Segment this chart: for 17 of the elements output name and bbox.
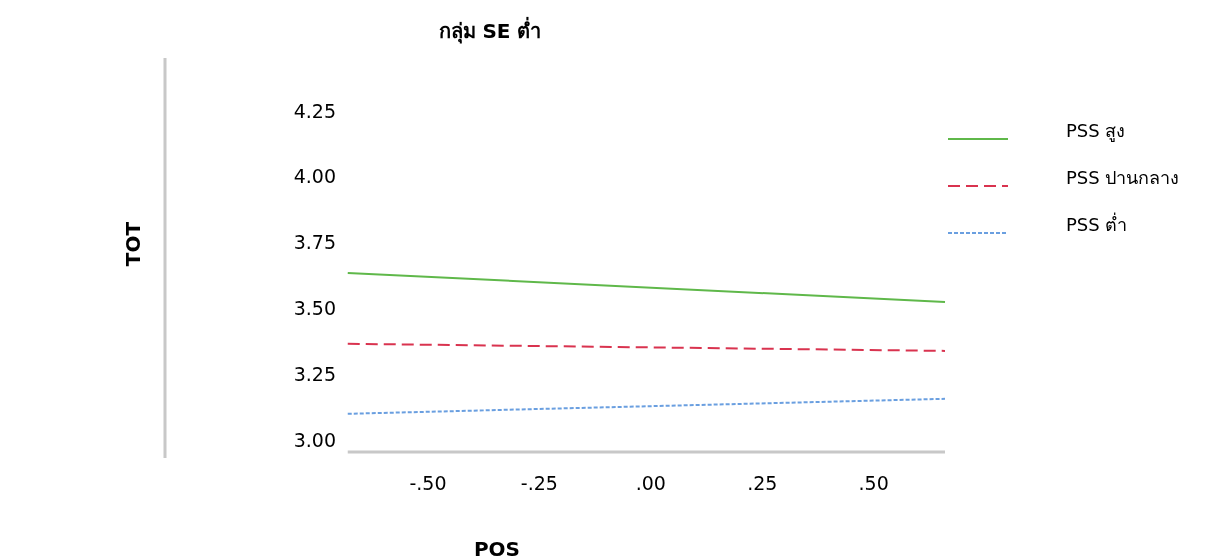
text: PSS ปานกลาง [1066,167,1180,188]
y-tick-label: 3.25 [293,362,336,385]
y-tick-label: 4.00 [293,165,336,188]
x-tick-label: -.25 [520,472,558,494]
x-tick-label: .50 [858,472,889,494]
x-tick-label: -.50 [409,472,447,494]
text: PSS สูง [1066,120,1126,142]
x-tick-label: .00 [635,472,666,494]
y-axis-title: TOT [121,221,145,267]
y-tick-label: 3.00 [293,428,336,451]
x-axis-title: POS [473,537,521,560]
x-tick-label: .25 [747,472,778,494]
y-tick-label: 3.50 [293,297,336,319]
text: PSS ต่ำ [1066,212,1128,235]
y-tick-label: 3.75 [293,231,336,254]
chart-title: กลุ่ม SE ต่ำ [438,16,542,44]
y-tick-label: 4.25 [293,99,336,122]
